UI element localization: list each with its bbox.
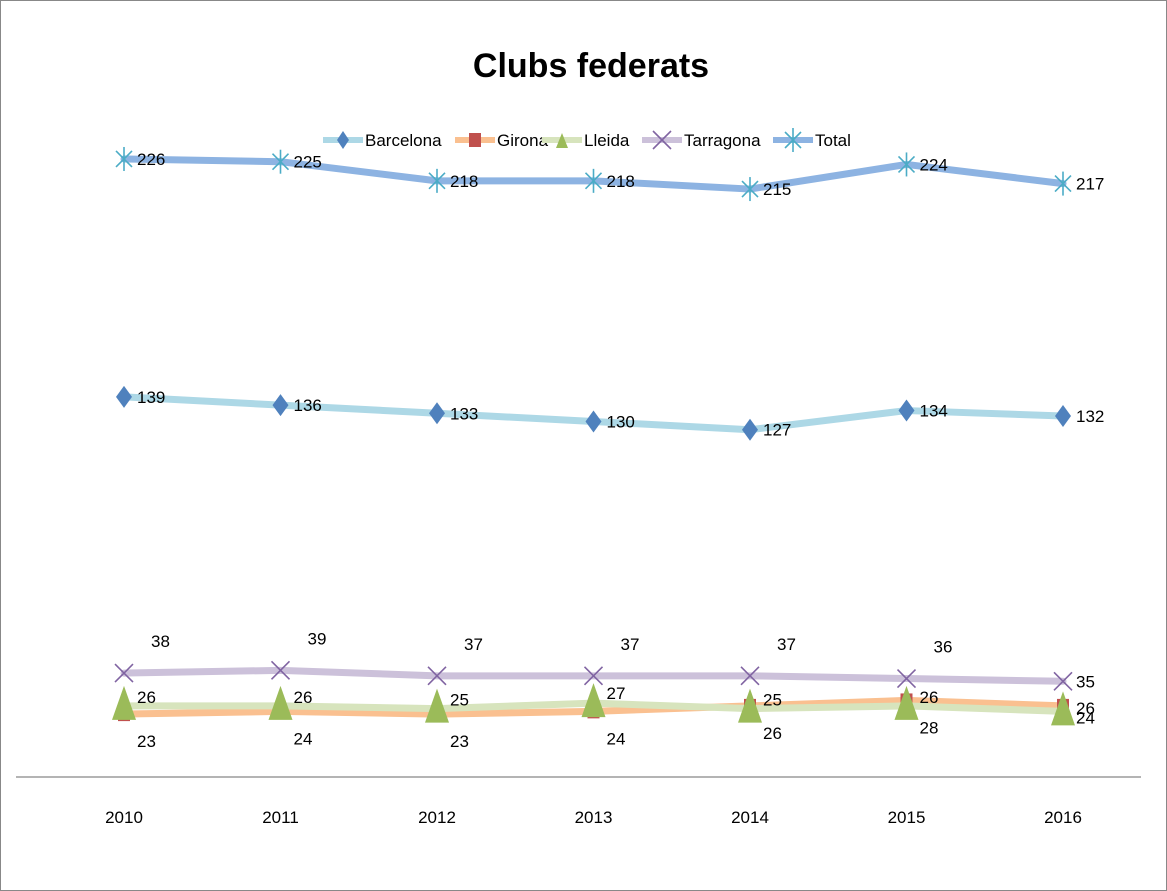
chart-title: Clubs federats: [473, 47, 709, 85]
data-label-lleida-2016: 24: [1076, 708, 1095, 727]
legend-label-total: Total: [815, 131, 851, 150]
data-label-tarragona-2010: 38: [151, 632, 170, 651]
data-label-total-2015: 224: [920, 155, 948, 174]
point-tarragona-2014: [740, 666, 760, 686]
x-tick-label-2010: 2010: [105, 808, 143, 827]
point-barcelona-2016: [1055, 405, 1071, 428]
data-label-total-2012: 218: [450, 172, 478, 191]
point-tarragona-2016: [1053, 671, 1073, 691]
x-tick-label-2011: 2011: [262, 808, 299, 827]
point-lleida-2015: [894, 685, 919, 720]
data-label-lleida-2011: 26: [294, 688, 313, 707]
data-label-tarragona-2013: 37: [621, 635, 640, 654]
data-label-total-2016: 217: [1076, 175, 1104, 194]
data-label-tarragona-2016: 35: [1076, 672, 1095, 691]
data-label-barcelona-2010: 139: [137, 388, 165, 407]
legend-marker-barcelona: [337, 131, 349, 149]
data-label-girona-2010: 23: [137, 732, 156, 751]
point-total-2011: [271, 149, 290, 174]
point-tarragona-2010: [114, 663, 134, 683]
legend-label-barcelona: Barcelona: [365, 131, 442, 150]
data-label-lleida-2012: 25: [450, 691, 469, 710]
x-tick-label-2015: 2015: [888, 808, 926, 827]
data-label-total-2014: 215: [763, 180, 791, 199]
point-total-2010: [115, 146, 133, 171]
point-barcelona-2011: [272, 394, 289, 417]
point-total-2013: [584, 168, 603, 193]
point-tarragona-2013: [583, 666, 604, 686]
series-lines: [120, 155, 1067, 718]
point-total-2016: [1054, 171, 1072, 196]
legend-item-total: Total: [773, 128, 851, 152]
point-lleida-2016: [1051, 691, 1075, 726]
data-label-girona-2015: 28: [920, 718, 939, 737]
data-label-girona-2012: 23: [450, 732, 469, 751]
x-tick-label-2012: 2012: [418, 808, 456, 827]
x-tick-label-2014: 2014: [731, 808, 769, 827]
legend-label-tarragona: Tarragona: [684, 131, 761, 150]
data-label-tarragona-2011: 39: [308, 629, 327, 648]
legend-item-girona: Girona: [455, 131, 549, 150]
legend-item-barcelona: Barcelona: [323, 131, 442, 150]
point-lleida-2014: [738, 688, 762, 723]
legend: Barcelona Girona Lleida Tarragona Total: [323, 128, 851, 152]
legend-marker-girona: [469, 133, 481, 147]
legend-item-tarragona: Tarragona: [642, 130, 761, 150]
data-label-lleida-2013: 27: [607, 684, 626, 703]
point-barcelona-2013: [585, 410, 602, 433]
data-label-barcelona-2015: 134: [920, 402, 948, 421]
data-label-total-2011: 225: [294, 153, 322, 172]
data-label-barcelona-2014: 127: [763, 421, 791, 440]
data-label-tarragona-2014: 37: [777, 635, 796, 654]
data-label-total-2010: 226: [137, 150, 165, 169]
data-label-barcelona-2011: 136: [294, 396, 322, 415]
point-lleida-2012: [425, 688, 449, 723]
point-tarragona-2011: [270, 660, 291, 680]
legend-marker-total: [784, 128, 802, 152]
point-barcelona-2015: [898, 399, 915, 422]
data-label-barcelona-2013: 130: [607, 413, 635, 432]
point-barcelona-2012: [429, 402, 445, 425]
point-tarragona-2012: [427, 666, 447, 686]
point-barcelona-2014: [742, 418, 758, 441]
legend-label-lleida: Lleida: [584, 131, 630, 150]
data-label-barcelona-2012: 133: [450, 404, 478, 423]
data-label-lleida-2015: 26: [920, 688, 939, 707]
data-label-tarragona-2015: 36: [934, 638, 953, 657]
legend-marker-tarragona: [652, 130, 672, 150]
point-total-2014: [741, 177, 759, 202]
point-lleida-2013: [581, 683, 606, 718]
point-lleida-2010: [112, 685, 136, 720]
legend-marker-lleida: [556, 133, 568, 148]
legend-label-girona: Girona: [497, 131, 549, 150]
point-total-2015: [897, 152, 916, 177]
x-axis-ticks: 2010 2011 2012 2013 2014 2015 2016: [105, 808, 1082, 827]
x-tick-label-2013: 2013: [575, 808, 613, 827]
data-label-girona-2013: 24: [607, 729, 626, 748]
point-tarragona-2015: [896, 668, 917, 689]
data-label-tarragona-2012: 37: [464, 635, 483, 654]
data-label-girona-2016: 26: [1076, 699, 1095, 718]
data-label-lleida-2014: 25: [763, 691, 782, 710]
data-label-lleida-2010: 26: [137, 688, 156, 707]
data-label-girona-2011: 24: [294, 729, 313, 748]
data-label-barcelona-2016: 132: [1076, 407, 1104, 426]
point-total-2012: [428, 168, 446, 193]
point-barcelona-2010: [116, 385, 132, 408]
data-label-total-2013: 218: [607, 172, 635, 191]
legend-item-lleida: Lleida: [542, 131, 630, 150]
x-tick-label-2016: 2016: [1044, 808, 1082, 827]
series-markers: [112, 146, 1075, 726]
data-label-girona-2014: 26: [763, 724, 782, 743]
point-lleida-2011: [268, 685, 293, 720]
